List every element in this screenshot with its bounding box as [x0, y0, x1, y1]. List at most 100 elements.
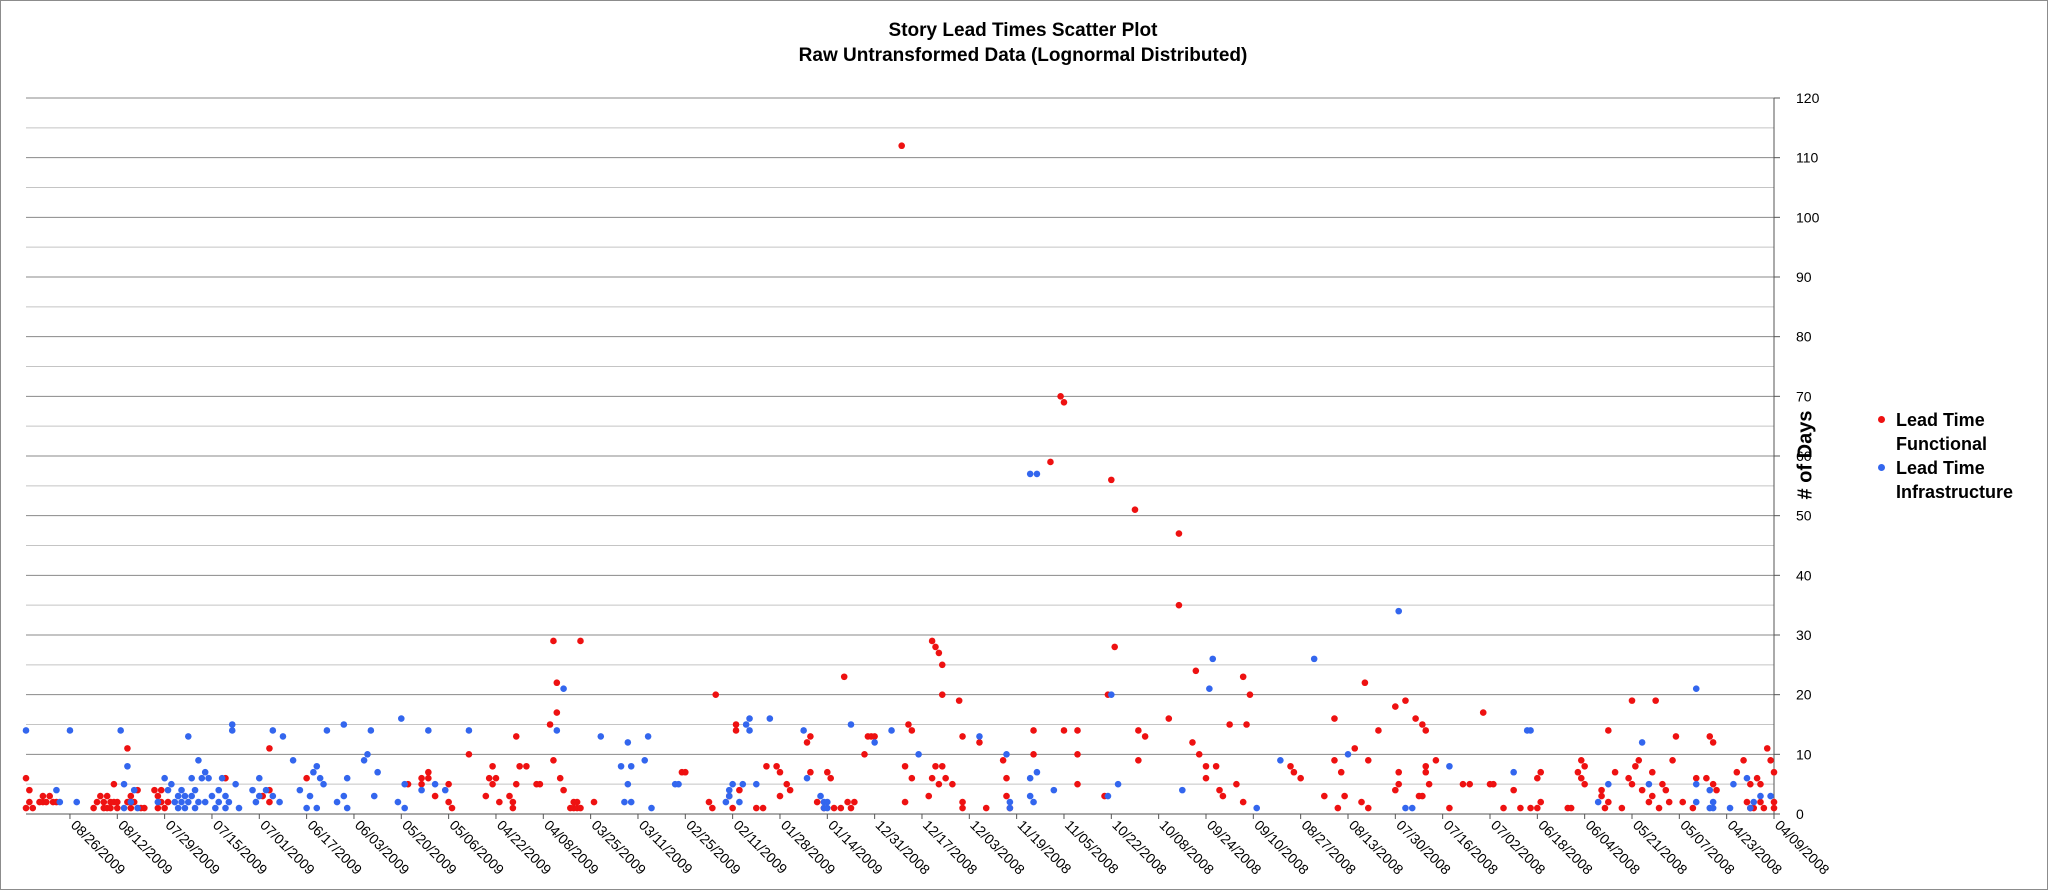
data-point [448, 804, 456, 812]
data-point [1632, 762, 1639, 770]
data-point [1605, 780, 1612, 788]
data-points [22, 142, 1778, 812]
data-point [928, 774, 936, 782]
data-point [1104, 792, 1112, 800]
data-point [178, 786, 185, 794]
data-point [1459, 780, 1467, 788]
data-point [959, 804, 966, 812]
data-point [824, 768, 831, 776]
data-point [1175, 601, 1183, 609]
data-point [178, 798, 185, 806]
data-point [949, 780, 956, 788]
data-point [1611, 768, 1619, 776]
data-point [1662, 786, 1670, 794]
data-point [201, 768, 209, 776]
data-point [215, 786, 223, 794]
data-point [1006, 798, 1014, 806]
data-point [739, 780, 747, 788]
data-point [1598, 786, 1605, 794]
data-point [164, 786, 172, 794]
data-point [228, 721, 236, 728]
data-point [682, 768, 689, 776]
data-point [73, 798, 81, 806]
data-point [898, 142, 905, 150]
data-point [871, 733, 878, 740]
data-point [1419, 792, 1426, 800]
data-point [1074, 780, 1081, 788]
data-point [42, 798, 50, 806]
data-point [512, 733, 520, 740]
data-point [1108, 476, 1115, 484]
data-point [830, 804, 838, 812]
data-point [235, 804, 243, 812]
data-point [465, 751, 473, 758]
data-point [39, 792, 47, 800]
data-point [269, 727, 277, 734]
y-tick-label: 90 [1796, 269, 1812, 285]
data-point [418, 786, 425, 794]
data-point [276, 798, 283, 806]
data-point [1030, 751, 1037, 758]
data-point [90, 804, 97, 812]
data-point [844, 798, 851, 806]
data-point [343, 774, 351, 782]
data-point [1375, 727, 1382, 734]
data-point [1135, 757, 1142, 764]
data-point [323, 727, 331, 734]
data-point [1074, 751, 1081, 758]
data-point [113, 798, 121, 806]
data-point [509, 804, 517, 812]
data-point [722, 798, 730, 806]
data-point [729, 780, 736, 788]
data-point [553, 727, 561, 734]
data-point [1692, 685, 1700, 692]
data-point [1692, 798, 1700, 806]
data-point [824, 798, 831, 806]
data-point [861, 751, 868, 758]
data-point [1060, 399, 1068, 406]
data-point [1709, 780, 1717, 788]
data-point [1179, 786, 1186, 794]
data-point [1141, 733, 1149, 740]
data-point [66, 727, 74, 734]
data-point [577, 804, 584, 812]
data-point [370, 792, 378, 800]
data-point [1408, 804, 1416, 812]
data-point [184, 798, 192, 806]
y-axis-label: # of Days [1794, 410, 1817, 500]
data-point [935, 780, 943, 788]
data-point [776, 768, 784, 776]
data-point [255, 792, 263, 800]
data-point [161, 804, 168, 812]
data-point [141, 804, 148, 812]
data-point [492, 774, 500, 782]
data-point [154, 798, 162, 806]
data-point [222, 804, 229, 812]
data-point [736, 786, 743, 794]
y-axis: 0 10 20 30 40 50 60 70 80 90 100 110 120 [1773, 90, 1820, 822]
data-point [1618, 804, 1626, 812]
data-point [181, 804, 189, 812]
data-point [151, 786, 158, 794]
data-point [26, 786, 33, 794]
data-point [485, 774, 493, 782]
data-point [1527, 804, 1534, 812]
data-point [333, 798, 341, 806]
data-point [783, 780, 791, 788]
data-point [1605, 798, 1612, 806]
data-point [343, 804, 351, 812]
data-point [113, 804, 121, 812]
series-0 [22, 142, 1778, 812]
y-tick-label: 50 [1796, 508, 1812, 524]
data-point [1594, 798, 1602, 806]
data-point [1003, 751, 1010, 758]
chart-title: Story Lead Times Scatter Plot [888, 20, 1158, 41]
data-point [901, 798, 909, 806]
data-point [627, 798, 635, 806]
data-point [1743, 798, 1751, 806]
data-point [205, 774, 212, 782]
data-point [269, 792, 277, 800]
data-point [773, 762, 780, 770]
data-point [188, 774, 195, 782]
chart-subtitle: Raw Untransformed Data (Lognormal Distri… [798, 45, 1248, 66]
